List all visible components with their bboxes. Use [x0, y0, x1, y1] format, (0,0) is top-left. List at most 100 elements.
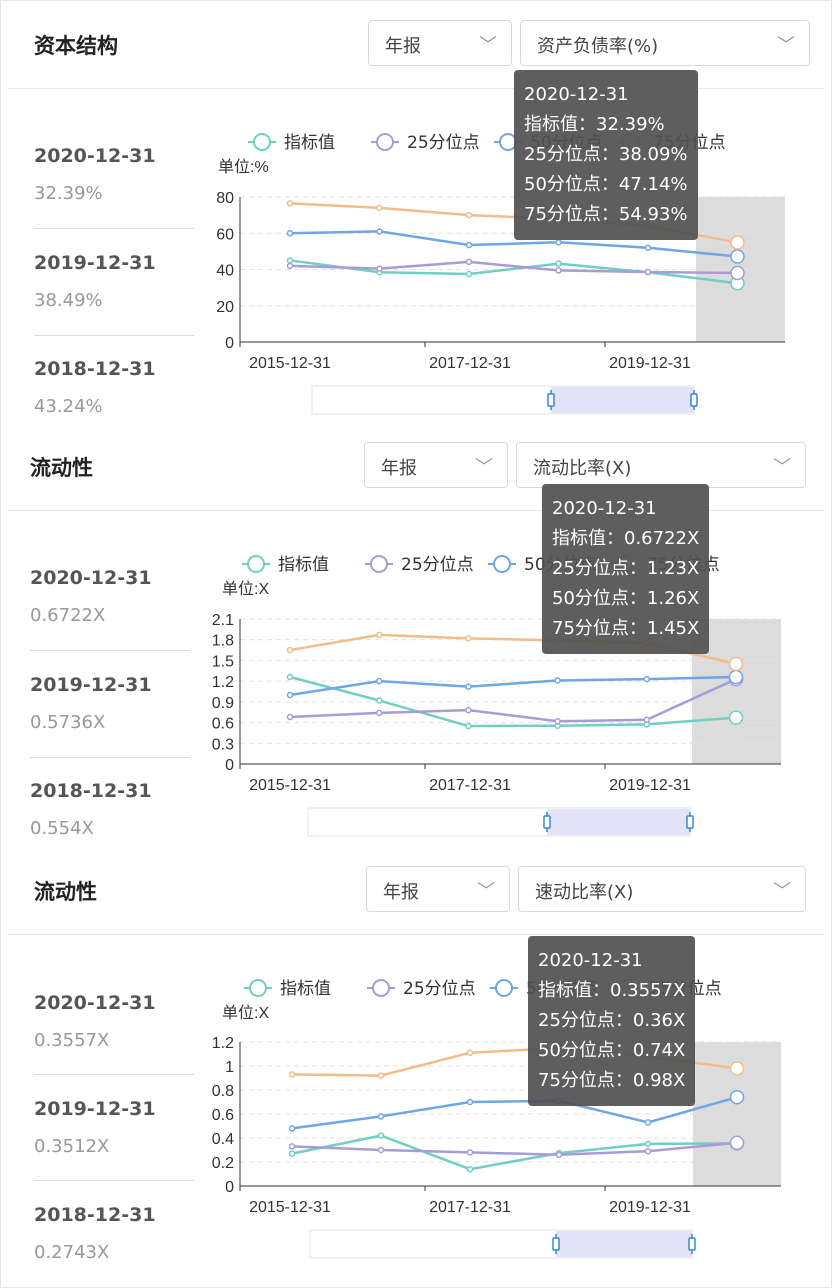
- metric-select-value: 资产负债率(%): [537, 36, 659, 57]
- side-item-value: 0.5736X: [30, 712, 106, 733]
- panel-liquidity-current: 流动性 年报 ﹀ 流动比率(X) ﹀ 2020-12-31 0.6722X 20…: [0, 422, 832, 844]
- tooltip-line: 指标值：32.39%: [524, 114, 665, 135]
- x-tick-label: 2015-12-31: [249, 355, 331, 372]
- legend-swatch-marker: [253, 133, 271, 151]
- chevron-down-icon: ﹀: [475, 457, 493, 478]
- legend-swatch-marker: [376, 133, 394, 151]
- data-point: [555, 239, 562, 246]
- legend-label: 25分位点: [403, 979, 476, 999]
- series-line: [289, 675, 737, 728]
- data-point: [554, 717, 561, 725]
- tooltip-line: 50分位点：1.26X: [552, 588, 700, 609]
- chart-tooltip: 2020-12-31 指标值：0.3557X 25分位点：0.36X 50分位点…: [528, 936, 696, 1106]
- zoom-handle-grip: [688, 1237, 696, 1251]
- section-divider: [8, 510, 824, 511]
- period-select-value: 年报: [381, 458, 417, 479]
- y-tick-label: 1.2: [212, 1035, 234, 1052]
- data-point: [730, 265, 745, 281]
- zoom-handle-grip: [552, 1237, 560, 1251]
- x-tick-label: 2017-12-31: [429, 1199, 511, 1216]
- chevron-down-icon: ﹀: [479, 35, 497, 56]
- side-item-date: 2018-12-31: [34, 358, 156, 380]
- tooltip-line: 25分位点：38.09%: [524, 144, 688, 165]
- period-select[interactable]: 年报 ﹀: [364, 442, 508, 488]
- side-divider: [30, 757, 190, 758]
- panel-capital-structure: 资本结构 年报 ﹀ 资产负债率(%) ﹀ 2020-12-31 32.39% 2…: [0, 0, 832, 422]
- data-point: [555, 260, 562, 267]
- data-point: [465, 211, 473, 219]
- side-divider: [34, 1074, 194, 1075]
- side-item-date: 2019-12-31: [34, 252, 156, 274]
- metric-select[interactable]: 速动比率(X) ﹀: [518, 866, 806, 912]
- legend-swatch-marker: [370, 555, 388, 573]
- unit-label: 单位:%: [218, 158, 269, 176]
- side-item-value: 0.2743X: [34, 1242, 110, 1263]
- side-divider: [30, 650, 190, 651]
- data-point: [644, 1140, 652, 1148]
- side-item-date: 2018-12-31: [30, 780, 152, 802]
- y-tick-label: 0.2: [212, 1155, 234, 1172]
- zoom-handle-grip: [690, 393, 698, 407]
- zoom-slider-selection: [547, 809, 690, 835]
- y-tick-label: 0: [225, 757, 234, 774]
- y-tick-label: 40: [216, 263, 234, 280]
- x-tick-label: 2019-12-31: [609, 777, 691, 794]
- data-point: [465, 706, 472, 714]
- line-chart[interactable]: 1.2 1 0.8 0.6 0.4 0.2 0 2015-12-31 2017-12-31 201…: [0, 844, 832, 1288]
- y-tick-label: 20: [216, 299, 234, 316]
- y-tick-label: 0: [225, 1179, 234, 1196]
- data-point: [377, 1113, 385, 1120]
- y-tick-label: 80: [216, 190, 234, 207]
- tooltip-line: 指标值：0.3557X: [538, 980, 686, 1001]
- line-chart[interactable]: 80 60 40 20 0 2015-12-31 2017-12-31 2019-12-31 单…: [0, 0, 832, 422]
- tooltip-line: 75分位点：54.93%: [524, 204, 688, 225]
- data-point: [728, 656, 744, 672]
- side-item-date: 2020-12-31: [34, 145, 156, 167]
- tooltip-line: 25分位点：0.36X: [538, 1010, 686, 1031]
- data-point: [286, 713, 294, 721]
- legend-label: 指标值: [278, 555, 329, 575]
- legend-swatch-marker: [493, 555, 511, 573]
- tooltip-line: 50分位点：0.74X: [538, 1040, 686, 1061]
- y-tick-label: 60: [216, 226, 234, 243]
- y-tick-label: 0: [225, 335, 234, 352]
- data-point: [288, 1125, 296, 1132]
- data-point: [465, 258, 473, 266]
- data-point: [377, 1132, 385, 1139]
- line-chart[interactable]: 2.1 1.8 1.5 1.2 0.9 0.6 0.3 0 2015-12-31 2017-12-…: [0, 422, 832, 844]
- data-point: [729, 1089, 745, 1105]
- chevron-down-icon: ﹀: [773, 881, 791, 902]
- zoom-handle-grip: [543, 815, 551, 829]
- section-divider: [8, 934, 824, 935]
- y-tick-label: 2.1: [212, 612, 234, 629]
- side-divider: [34, 228, 194, 229]
- x-tick-label: 2019-12-31: [609, 355, 691, 372]
- data-point: [555, 267, 562, 274]
- tooltip-line: 2020-12-31: [552, 498, 657, 519]
- side-item-date: 2018-12-31: [34, 1204, 156, 1226]
- section-divider: [8, 88, 824, 89]
- chart-tooltip: 2020-12-31 指标值：32.39% 25分位点：38.09% 50分位点…: [514, 70, 698, 240]
- metric-select[interactable]: 资产负债率(%) ﹀: [520, 20, 810, 66]
- period-select[interactable]: 年报 ﹀: [368, 20, 512, 66]
- metric-select-value: 速动比率(X): [535, 882, 634, 903]
- y-tick-label: 1.5: [212, 653, 234, 670]
- period-select[interactable]: 年报 ﹀: [366, 866, 510, 912]
- tooltip-line: 指标值：0.6722X: [552, 528, 700, 549]
- tooltip-line: 2020-12-31: [524, 84, 629, 105]
- side-item-date: 2020-12-31: [30, 567, 152, 589]
- side-item-value: 32.39%: [34, 183, 103, 204]
- data-point: [376, 265, 383, 272]
- chevron-down-icon: ﹀: [773, 457, 791, 478]
- data-point: [728, 669, 744, 685]
- side-item-value: 0.554X: [30, 818, 94, 839]
- x-tick-label: 2019-12-31: [609, 1199, 691, 1216]
- tooltip-line: 75分位点：1.45X: [552, 618, 700, 639]
- period-select-value: 年报: [385, 36, 421, 57]
- series-line: [291, 1134, 738, 1171]
- chevron-down-icon: ﹀: [477, 881, 495, 902]
- metric-select-value: 流动比率(X): [533, 458, 632, 479]
- data-point: [375, 697, 383, 704]
- y-tick-label: 0.3: [212, 736, 234, 753]
- data-point: [465, 241, 473, 249]
